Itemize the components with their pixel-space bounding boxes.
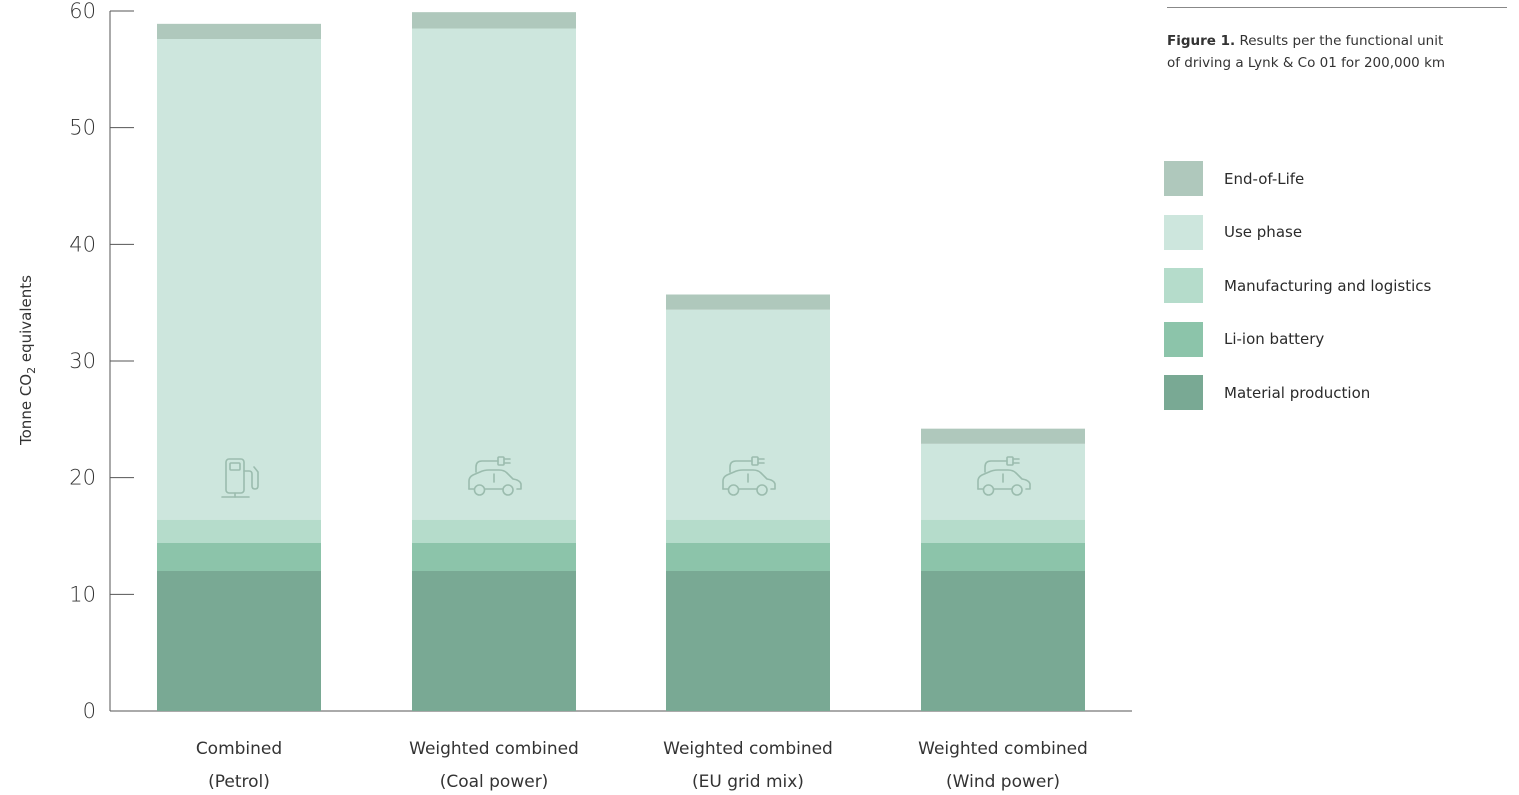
legend-label-end-of-life: End-of-Life	[1224, 169, 1305, 188]
bar-segment-material-production	[666, 571, 830, 711]
y-tick-label: 30	[69, 349, 96, 373]
x-axis-labels: Combined (Petrol) Weighted combined (Coal p…	[196, 739, 1088, 792]
bar-segment-end-of-life	[666, 294, 830, 310]
caption-label: Figure 1.	[1167, 33, 1236, 49]
bar-segment-li-ion-battery	[157, 543, 321, 571]
bar-segment-use-phase	[666, 309, 830, 520]
y-tick-label: 40	[69, 232, 96, 256]
legend-item-battery: Li-ion battery	[1164, 321, 1514, 357]
legend-swatch-battery	[1164, 321, 1203, 357]
x-category-label: Weighted combined	[918, 739, 1088, 759]
bar-segment-li-ion-battery	[412, 543, 576, 571]
y-tick-label: 50	[69, 116, 96, 140]
x-category-label: (Wind power)	[946, 772, 1060, 792]
legend-label-battery: Li-ion battery	[1224, 330, 1325, 348]
y-axis-label: Tonne CO2 equivalents	[17, 275, 38, 446]
bar-segment-material-production	[412, 571, 576, 711]
bar-segment-use-phase	[412, 28, 576, 520]
chart-bars	[157, 12, 1085, 711]
bar-segment-material-production	[921, 571, 1085, 711]
caption-text: Results per the functional unit of drivi…	[1167, 33, 1446, 71]
bar-segment-manufacturing-and-logistics	[157, 519, 321, 543]
legend-swatch-manufacturing	[1164, 268, 1203, 303]
legend-item-manufacturing: Manufacturing and logistics	[1164, 268, 1514, 303]
legend-swatch-use-phase	[1164, 214, 1203, 250]
y-tick-label: 20	[69, 466, 96, 490]
x-category-label: (EU grid mix)	[692, 772, 804, 792]
bar-segment-manufacturing-and-logistics	[412, 519, 576, 543]
legend-swatch-end-of-life	[1164, 161, 1203, 196]
electric-car-icon	[722, 456, 776, 496]
legend-item-material: Material production	[1164, 375, 1514, 410]
electric-car-icon	[468, 456, 522, 496]
chart-icons	[221, 456, 1031, 498]
legend-item-end-of-life: End-of-Life	[1164, 161, 1514, 196]
legend-label-material: Material production	[1224, 383, 1371, 402]
bar-segment-material-production	[157, 571, 321, 711]
x-category-label: Weighted combined	[663, 739, 833, 759]
legend-label-manufacturing: Manufacturing and logistics	[1224, 276, 1432, 295]
legend-item-use-phase: Use phase	[1164, 214, 1514, 250]
bar-segment-end-of-life	[157, 23, 321, 39]
caption-rule	[1167, 7, 1507, 8]
figure-caption: Figure 1. Results per the functional uni…	[1167, 30, 1457, 74]
stacked-bar-chart: 0 10 20 30 40 50 60 Combined (Petrol) Weighted c…	[17, 0, 1132, 792]
legend-swatch-material	[1164, 375, 1203, 410]
x-category-label: Combined	[196, 739, 282, 759]
bar-segment-li-ion-battery	[666, 543, 830, 571]
fuel-pump-icon	[221, 458, 259, 498]
legend: End-of-Life Use phase Manufacturing and …	[1164, 161, 1514, 429]
legend-label-use-phase: Use phase	[1224, 223, 1303, 241]
bar-segment-end-of-life	[921, 428, 1085, 444]
x-category-label: Weighted combined	[409, 739, 579, 759]
electric-car-icon	[977, 456, 1031, 496]
bar-segment-manufacturing-and-logistics	[666, 519, 830, 543]
y-tick-label: 10	[69, 582, 96, 606]
y-tick-label: 60	[69, 0, 96, 23]
y-tick-label: 0	[83, 699, 96, 723]
bar-segment-manufacturing-and-logistics	[921, 519, 1085, 543]
bar-segment-use-phase	[157, 39, 321, 520]
bar-segment-end-of-life	[412, 12, 576, 29]
bar-segment-li-ion-battery	[921, 543, 1085, 571]
x-category-label: (Petrol)	[208, 772, 270, 792]
x-category-label: (Coal power)	[440, 772, 549, 792]
